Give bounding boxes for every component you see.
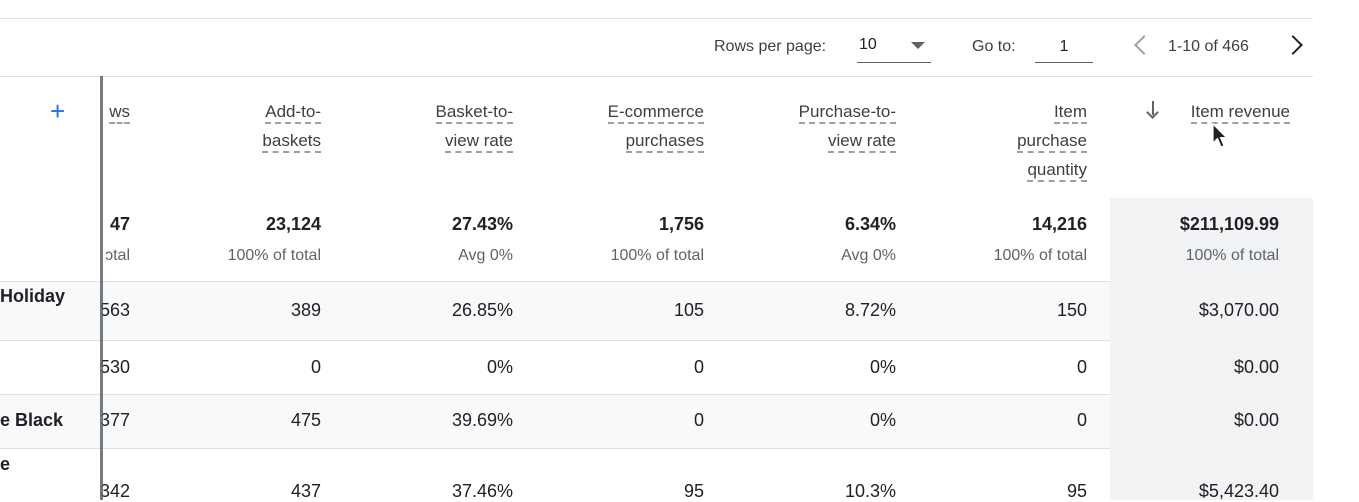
table-cell: 26.85% (451, 300, 513, 320)
total-basket-to-view-rate-sub: Avg 0% (458, 247, 513, 264)
row-dimension-label[interactable]: Holiday (0, 286, 66, 306)
table-cell: 150 (1056, 300, 1087, 320)
chevron-left-icon[interactable] (1134, 35, 1154, 55)
column-header-basket-to-view-rate[interactable]: Basket-to- view rate (435, 97, 513, 155)
table-cell: 0 (310, 357, 321, 377)
plus-icon[interactable]: + (50, 96, 66, 126)
table-cell: 530 (99, 357, 130, 377)
table-cell: $0.00 (1233, 410, 1279, 430)
table-cell: 0% (869, 357, 896, 377)
frozen-column-divider[interactable] (100, 76, 103, 500)
table-cell: $0.00 (1233, 357, 1279, 377)
row-dimension-label[interactable]: e Black (0, 410, 64, 430)
top-divider (0, 18, 1313, 19)
total-views: 47 (109, 214, 130, 234)
column-header-item-revenue[interactable]: Item revenue (1190, 97, 1290, 126)
total-item-revenue-sub: 100% of total (1185, 247, 1279, 264)
table-cell: $3,070.00 (1198, 300, 1279, 320)
row-divider (0, 394, 1313, 395)
rows-per-page-value: 10 (859, 36, 877, 53)
total-purchase-to-view-rate: 6.34% (844, 214, 896, 234)
table-cell: 37.46% (451, 481, 513, 501)
column-header-ecommerce-purchases[interactable]: E-commerce purchases (607, 97, 704, 155)
total-item-revenue: $211,109.99 (1179, 214, 1279, 234)
table-cell: 0 (1076, 410, 1087, 430)
table-cell: 105 (673, 300, 704, 320)
table-cell: 95 (1066, 481, 1087, 501)
total-ecommerce-purchases: 1,756 (658, 214, 704, 234)
total-ecommerce-purchases-sub: 100% of total (610, 247, 704, 264)
row-stripe (0, 395, 1110, 448)
total-item-purchase-quantity: 14,216 (1031, 214, 1087, 234)
table-cell: 389 (290, 300, 321, 320)
caret-down-icon (911, 42, 925, 49)
arrow-down-icon[interactable] (1146, 100, 1160, 119)
goto-label: Go to: (972, 38, 1016, 55)
table-cell: 95 (683, 481, 704, 501)
table-cell: 342 (99, 481, 130, 501)
row-dimension-label[interactable]: e (0, 454, 11, 474)
rows-per-page-label: Rows per page: (714, 38, 827, 55)
column-header-item-purchase-quantity[interactable]: Item purchase quantity (1017, 97, 1087, 184)
table-cell: 0 (1076, 357, 1087, 377)
row-divider (0, 340, 1313, 341)
table-cell: 475 (290, 410, 321, 430)
total-views-sub: ɔtal (105, 247, 130, 264)
table-cell: 377 (99, 410, 130, 430)
column-header-views[interactable]: ws (109, 97, 130, 126)
table-cell: 8.72% (844, 300, 896, 320)
total-add-to-baskets: 23,124 (265, 214, 321, 234)
total-basket-to-view-rate: 27.43% (451, 214, 513, 234)
rows-per-page-select[interactable]: 10 (857, 32, 931, 63)
page-range: 1-10 of 466 (1168, 38, 1249, 55)
table-cell: 0% (869, 410, 896, 430)
table-cell: 0% (486, 357, 513, 377)
table-cell: 0 (693, 357, 704, 377)
row-divider (0, 448, 1313, 449)
table-cell: 437 (290, 481, 321, 501)
total-add-to-baskets-sub: 100% of total (227, 247, 321, 264)
pagination-bar: Rows per page: 10 Go to: 1-10 of 466 (0, 19, 1313, 77)
table-cell: 0 (693, 410, 704, 430)
table-cell: 10.3% (844, 481, 896, 501)
chevron-right-icon[interactable] (1283, 35, 1303, 55)
total-item-purchase-quantity-sub: 100% of total (993, 247, 1087, 264)
column-header-add-to-baskets[interactable]: Add-to- baskets (262, 97, 321, 155)
goto-input[interactable] (1035, 32, 1093, 63)
row-divider (0, 281, 1313, 282)
column-header-purchase-to-view-rate[interactable]: Purchase-to- view rate (798, 97, 896, 155)
table-cell: 39.69% (451, 410, 513, 430)
table-cell: $5,423.40 (1198, 481, 1279, 501)
row-stripe (0, 282, 1110, 340)
table-cell: 563 (99, 300, 130, 320)
sorted-column-highlight (1110, 198, 1313, 500)
total-purchase-to-view-rate-sub: Avg 0% (841, 247, 896, 264)
